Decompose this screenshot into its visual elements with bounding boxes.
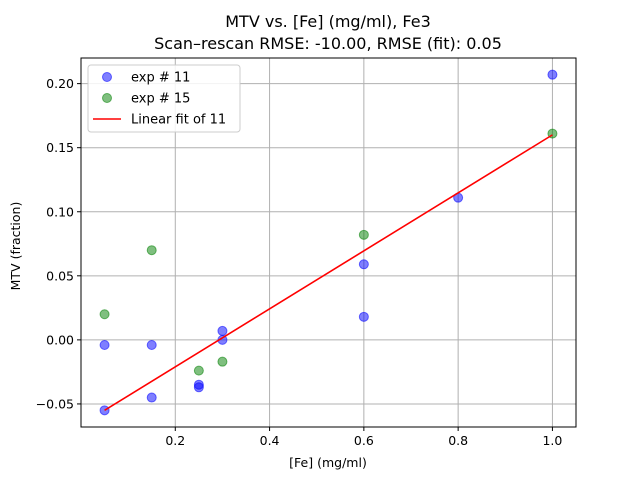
axes-ticks: 0.2 0.4 0.6 0.8 1.0 −0.05 0.00 0.05 0.10 0.15 0.20 [36, 76, 563, 448]
data-point [193, 365, 204, 376]
y-tick-label: 0.20 [46, 76, 74, 91]
y-tick-label: −0.05 [36, 396, 74, 411]
x-tick-label: 0.8 [448, 433, 468, 448]
y-axis-label: MTV (fraction) [8, 202, 23, 291]
plot-frame [80, 57, 577, 428]
data-point [146, 392, 157, 403]
data-point [99, 309, 110, 320]
x-tick-label: 0.4 [260, 433, 280, 448]
y-tick-label: 0.10 [46, 204, 74, 219]
legend-label: Linear fit of 11 [131, 113, 226, 128]
x-tick-label: 0.2 [165, 433, 185, 448]
series-1-points [99, 69, 558, 416]
y-tick-label: 0.15 [46, 140, 74, 155]
legend-marker [102, 93, 112, 103]
legend-box [87, 64, 241, 133]
legend-marker [102, 72, 112, 82]
chart-title: MTV vs. [Fe] (mg/ml), Fe3 [225, 12, 431, 31]
data-point [358, 229, 369, 240]
legend: exp # 11 exp # 15 Linear fit of 11 [87, 64, 241, 133]
x-axis-label: [Fe] (mg/ml) [289, 455, 367, 470]
data-point [193, 382, 204, 393]
data-point [99, 340, 110, 350]
legend-label: exp # 15 [131, 92, 190, 107]
data-point [358, 311, 369, 322]
data-point [146, 340, 157, 350]
data-point [217, 325, 228, 336]
series-2-points [99, 128, 558, 376]
data-point [99, 405, 110, 416]
data-point [547, 69, 558, 80]
x-tick-label: 0.6 [354, 433, 374, 448]
legend-label: exp # 11 [131, 71, 190, 86]
x-tick-label: 1.0 [542, 433, 562, 448]
data-point [358, 259, 369, 270]
y-tick-label: 0.05 [46, 268, 74, 283]
fit-line [104, 134, 553, 412]
data-point [217, 356, 228, 367]
y-tick-label: 0.00 [46, 332, 74, 347]
plot-area [99, 69, 558, 416]
data-point [146, 245, 157, 256]
chart-subtitle: Scan–rescan RMSE: -10.00, RMSE (fit): 0.… [154, 34, 502, 53]
